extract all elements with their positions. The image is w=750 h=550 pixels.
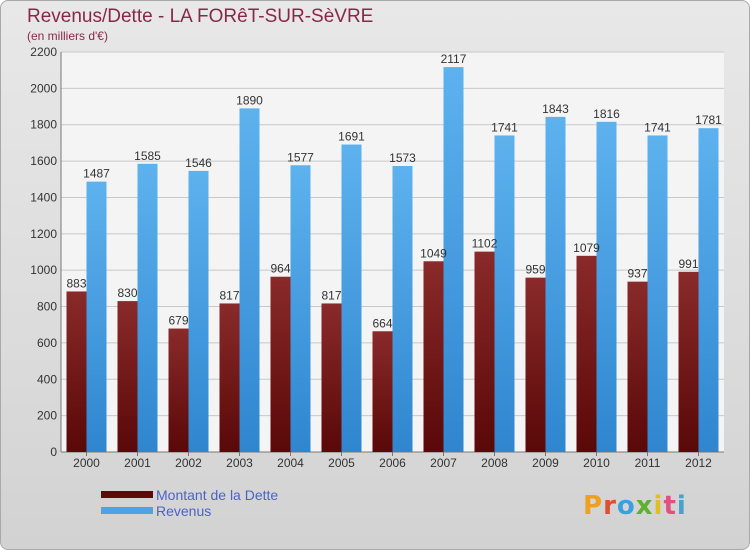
data-label-revenus: 1781 [695,113,722,127]
y-tick-label: 0 [50,445,57,459]
legend-label-revenus: Revenus [156,503,212,519]
data-label-debt: 1049 [420,246,447,260]
data-label-debt: 817 [321,288,341,302]
bar-debt [576,255,597,452]
data-label-revenus: 1487 [83,167,110,181]
bar-debt [627,281,648,452]
data-label-revenus: 1546 [185,156,212,170]
x-axis-ticks: 2000 2001 2002 2003 2004 2005 2006 2007 2008 2009… [73,452,712,470]
data-label-debt: 1102 [472,237,498,251]
data-label-revenus: 1816 [593,107,620,121]
logo-letter: x [635,491,654,521]
proxiti-logo: Proxiti [583,491,687,521]
x-tick-label: 2004 [277,456,304,470]
logo-letter: o [616,491,636,521]
bar-revenus [392,166,413,452]
data-label-debt: 937 [627,267,647,281]
bar-debt [525,277,546,452]
bar-revenus [341,144,362,452]
bar-debt [372,331,393,452]
x-tick-label: 2001 [124,456,151,470]
x-tick-label: 2008 [481,456,508,470]
data-label-revenus: 1573 [389,151,416,165]
data-label-revenus: 1585 [134,149,161,163]
legend-label-debt: Montant de la Dette [156,487,279,503]
data-label-revenus: 1577 [287,150,314,164]
y-tick-label: 800 [37,300,57,314]
y-tick-label: 1400 [30,190,57,204]
data-label-debt: 664 [372,316,392,330]
y-tick-label: 2000 [30,81,57,95]
y-tick-label: 200 [37,409,57,423]
data-label-debt: 1079 [573,241,600,255]
bar-revenus [647,135,668,453]
legend-swatch-debt [101,491,153,498]
logo-letter: P [583,491,604,521]
x-tick-label: 2009 [532,456,559,470]
y-tick-label: 2200 [30,45,57,59]
bar-revenus [239,108,260,452]
bar-revenus [188,170,209,452]
chart-title: Revenus/Dette - LA FORêT-SUR-SèVRE [27,6,374,27]
bar-revenus [698,128,719,452]
data-label-debt: 883 [66,276,86,290]
bar-debt [66,291,87,452]
logo-letter: t [663,491,677,521]
data-label-debt: 964 [270,262,290,276]
data-label-debt: 679 [168,314,188,328]
bar-revenus [290,165,311,453]
bar-debt [117,301,138,452]
x-tick-label: 2006 [379,456,406,470]
data-label-debt: 991 [678,257,698,271]
y-tick-label: 1000 [30,263,57,277]
data-label-debt: 830 [117,286,137,300]
data-label-revenus: 1843 [542,102,569,116]
x-tick-label: 2012 [685,456,712,470]
logo-letter: i [653,491,664,521]
bar-debt [321,303,342,452]
bar-debt [219,303,240,452]
logo-letter: i [676,491,687,521]
bar-debt [168,328,189,452]
chart-subtitle: (en milliers d'€) [27,29,108,43]
y-tick-label: 1600 [30,154,57,168]
x-tick-label: 2007 [430,456,457,470]
data-label-debt: 959 [525,263,545,277]
y-axis-ticks: 0 200 400 600 800 1000 1200 1400 1600 1800 2000 220… [30,45,57,459]
bars [66,67,719,453]
bar-revenus [596,121,617,453]
x-tick-label: 2000 [73,456,100,470]
bar-revenus [137,163,158,452]
bar-revenus [86,181,107,453]
bar-revenus [545,116,566,452]
bar-debt [423,261,444,452]
data-labels: 883 1487 830 1585 679 1546 817 1890 964 1577 817 16… [66,52,722,330]
data-label-revenus: 2117 [441,52,467,66]
y-tick-label: 600 [37,336,57,350]
x-tick-label: 2002 [175,456,202,470]
y-tick-label: 1200 [30,227,57,241]
y-tick-label: 1800 [30,118,57,132]
bar-revenus [443,67,464,452]
data-label-debt: 817 [219,288,239,302]
bar-debt [270,276,291,452]
y-tick-label: 400 [37,372,57,386]
bar-debt [678,271,699,452]
logo-letter: r [603,491,617,521]
data-label-revenus: 1741 [644,120,671,134]
bar-debt [474,251,495,452]
x-tick-label: 2010 [583,456,610,470]
x-tick-label: 2011 [635,456,661,470]
x-tick-label: 2003 [226,456,253,470]
data-label-revenus: 1691 [338,130,365,144]
data-label-revenus: 1890 [236,93,263,107]
legend-swatch-revenus [101,507,153,514]
x-tick-label: 2005 [328,456,355,470]
data-label-revenus: 1741 [491,120,518,134]
bar-revenus [494,135,515,453]
